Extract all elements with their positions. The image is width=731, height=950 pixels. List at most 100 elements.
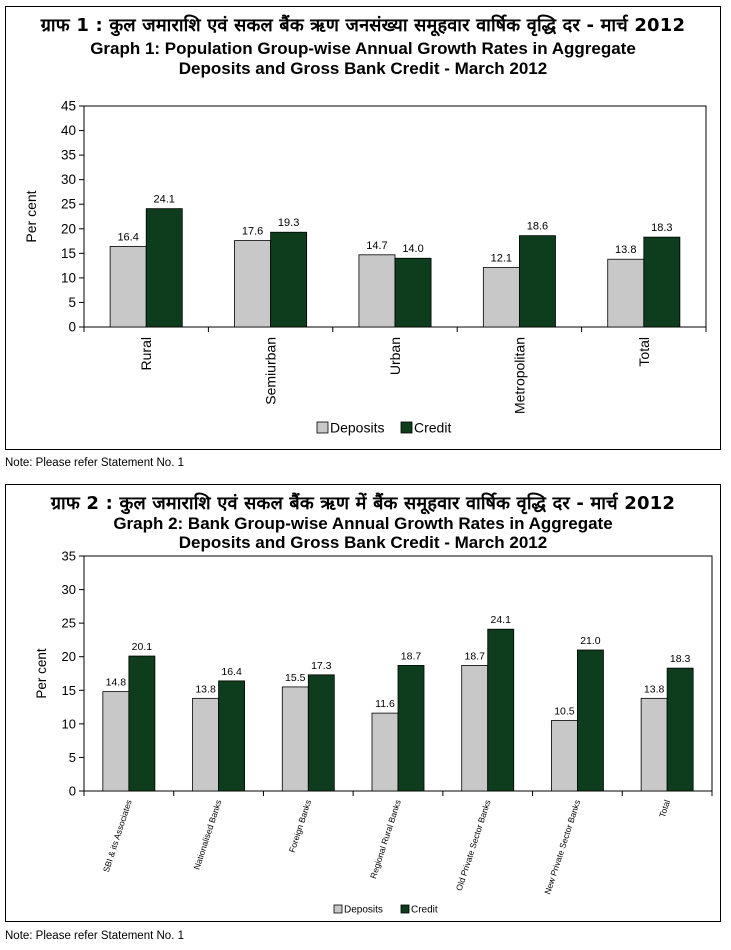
legend-label-deposits: Deposits [344, 905, 383, 916]
legend-swatch-deposits [316, 421, 329, 434]
data-label-deposits: 17.6 [242, 226, 263, 238]
x-category-label: Foreign Banks [287, 799, 313, 854]
graph2-title-line1: Graph 2: Bank Group-wise Annual Growth R… [113, 514, 613, 533]
x-category-label: New Private Sector Banks [542, 799, 582, 896]
y-tick-label: 40 [61, 123, 76, 138]
legend-swatch-credit [400, 904, 410, 914]
legend-label-deposits: Deposits [330, 420, 384, 436]
bar-credit [394, 257, 432, 328]
graph2-panel: ग्राफ 2 : कुल जमाराशि एवं सकल बैंक ऋण मे… [5, 484, 721, 922]
y-tick-label: 15 [62, 683, 76, 698]
data-label-deposits: 13.8 [644, 683, 665, 695]
y-tick-label: 5 [69, 750, 76, 765]
y-tick-label: 15 [61, 246, 76, 261]
bar-deposits [461, 665, 489, 792]
data-label-credit: 20.1 [132, 641, 153, 653]
y-tick-label: 25 [62, 616, 76, 631]
x-category-label: Metropolitan [511, 337, 527, 414]
data-label-deposits: 10.5 [554, 706, 575, 718]
y-tick-label: 5 [68, 295, 76, 310]
data-label-deposits: 11.6 [375, 698, 395, 710]
graph2-note: Note: Please refer Statement No. 1 [5, 930, 184, 942]
legend-swatch-deposits [333, 904, 343, 914]
data-label-credit: 24.1 [154, 194, 175, 206]
bar-deposits [234, 240, 272, 328]
data-label-credit: 19.3 [278, 217, 299, 229]
x-category-label: Total [657, 798, 672, 818]
graph1-panel: ग्राफ 1 : कुल जमाराशि एवं सकल बैंक ऋण जन… [5, 6, 721, 450]
y-tick-label: 10 [62, 716, 76, 731]
bar-credit [145, 208, 183, 328]
y-tick-label: 45 [61, 99, 76, 114]
y-tick-label: 25 [61, 197, 76, 212]
y-tick-label: 20 [62, 649, 76, 664]
graph1-title-line1: Graph 1: Population Group-wise Annual Gr… [90, 39, 636, 58]
x-category-label: Rural [138, 337, 154, 370]
data-label-credit: 16.4 [221, 666, 242, 678]
bar-deposits [192, 697, 219, 792]
bar-deposits [109, 246, 147, 328]
bar-deposits [640, 697, 668, 792]
data-label-deposits: 16.4 [117, 231, 138, 243]
x-category-label: Regional Rural Banks [368, 799, 403, 880]
data-label-credit: 21.0 [580, 635, 601, 647]
bar-deposits [607, 258, 645, 328]
bar-credit [307, 674, 335, 792]
bar-deposits [371, 712, 399, 792]
bar-credit [487, 628, 515, 792]
graph1-chart: 0 5 10 15 20 25 30 35 40 45 Per cent 16.4 24.1 Rural 1… [23, 99, 707, 436]
bar-credit [218, 680, 245, 792]
data-label-deposits: 13.8 [195, 683, 216, 695]
data-label-credit: 24.1 [491, 614, 512, 626]
legend-label-credit: Credit [414, 420, 451, 436]
x-category-label: Old Private Sector Banks [454, 799, 493, 892]
graph2-title-line2: Deposits and Gross Bank Credit - March 2… [178, 533, 548, 552]
y-tick-label: 0 [68, 320, 76, 335]
x-category-label: Total [636, 337, 652, 367]
x-category-label: Semiurban [263, 337, 279, 405]
data-label-deposits: 12.1 [491, 253, 512, 265]
y-tick-label: 20 [61, 221, 76, 236]
graph1-note: Note: Please refer Statement No. 1 [5, 457, 184, 469]
bar-credit [666, 667, 694, 792]
graph2-chart: 0 5 10 15 20 25 30 35 Per cent 14.8 20.1 SBI & its … [34, 549, 713, 916]
data-label-credit: 14.0 [402, 243, 423, 255]
data-label-credit: 18.3 [670, 653, 691, 665]
y-axis-label: Per cent [23, 190, 39, 242]
y-tick-label: 35 [62, 549, 76, 564]
data-label-deposits: 15.5 [285, 672, 306, 684]
bar-credit [397, 665, 425, 792]
bar-credit [519, 235, 556, 328]
graph2-title-hindi: ग्राफ 2 : कुल जमाराशि एवं सकल बैंक ऋण मे… [50, 493, 676, 514]
bar-deposits [551, 720, 578, 792]
bar-deposits [482, 267, 520, 328]
y-tick-label: 30 [62, 582, 76, 597]
legend-label-credit: Credit [411, 905, 438, 916]
x-category-label: Nationalised Banks [191, 799, 223, 871]
data-label-credit: 18.3 [651, 222, 672, 234]
y-tick-label: 35 [61, 148, 76, 163]
bar-deposits [102, 691, 130, 792]
data-label-credit: 17.3 [311, 660, 332, 672]
bar-credit [128, 655, 156, 792]
data-label-credit: 18.6 [527, 221, 548, 233]
y-tick-label: 30 [61, 172, 76, 187]
bar-credit [577, 649, 604, 792]
x-category-label: Urban [387, 337, 403, 375]
data-label-deposits: 14.7 [366, 240, 387, 252]
data-label-deposits: 14.8 [106, 677, 127, 689]
bar-credit [270, 231, 308, 328]
bar-deposits [358, 254, 396, 328]
graph1-title-hindi: ग्राफ 1 : कुल जमाराशि एवं सकल बैंक ऋण जन… [40, 15, 686, 36]
x-category-label: SBI & its Associates [101, 799, 134, 874]
legend-swatch-credit [400, 421, 413, 434]
y-tick-label: 0 [69, 784, 76, 799]
bar-credit [643, 236, 681, 328]
graph1-title-line2: Deposits and Gross Bank Credit - March 2… [178, 59, 548, 78]
data-label-credit: 18.7 [401, 650, 422, 662]
bar-deposits [281, 686, 309, 792]
y-axis-label: Per cent [34, 648, 49, 699]
data-label-deposits: 18.7 [464, 650, 485, 662]
data-label-deposits: 13.8 [615, 244, 636, 256]
y-tick-label: 10 [61, 270, 76, 285]
